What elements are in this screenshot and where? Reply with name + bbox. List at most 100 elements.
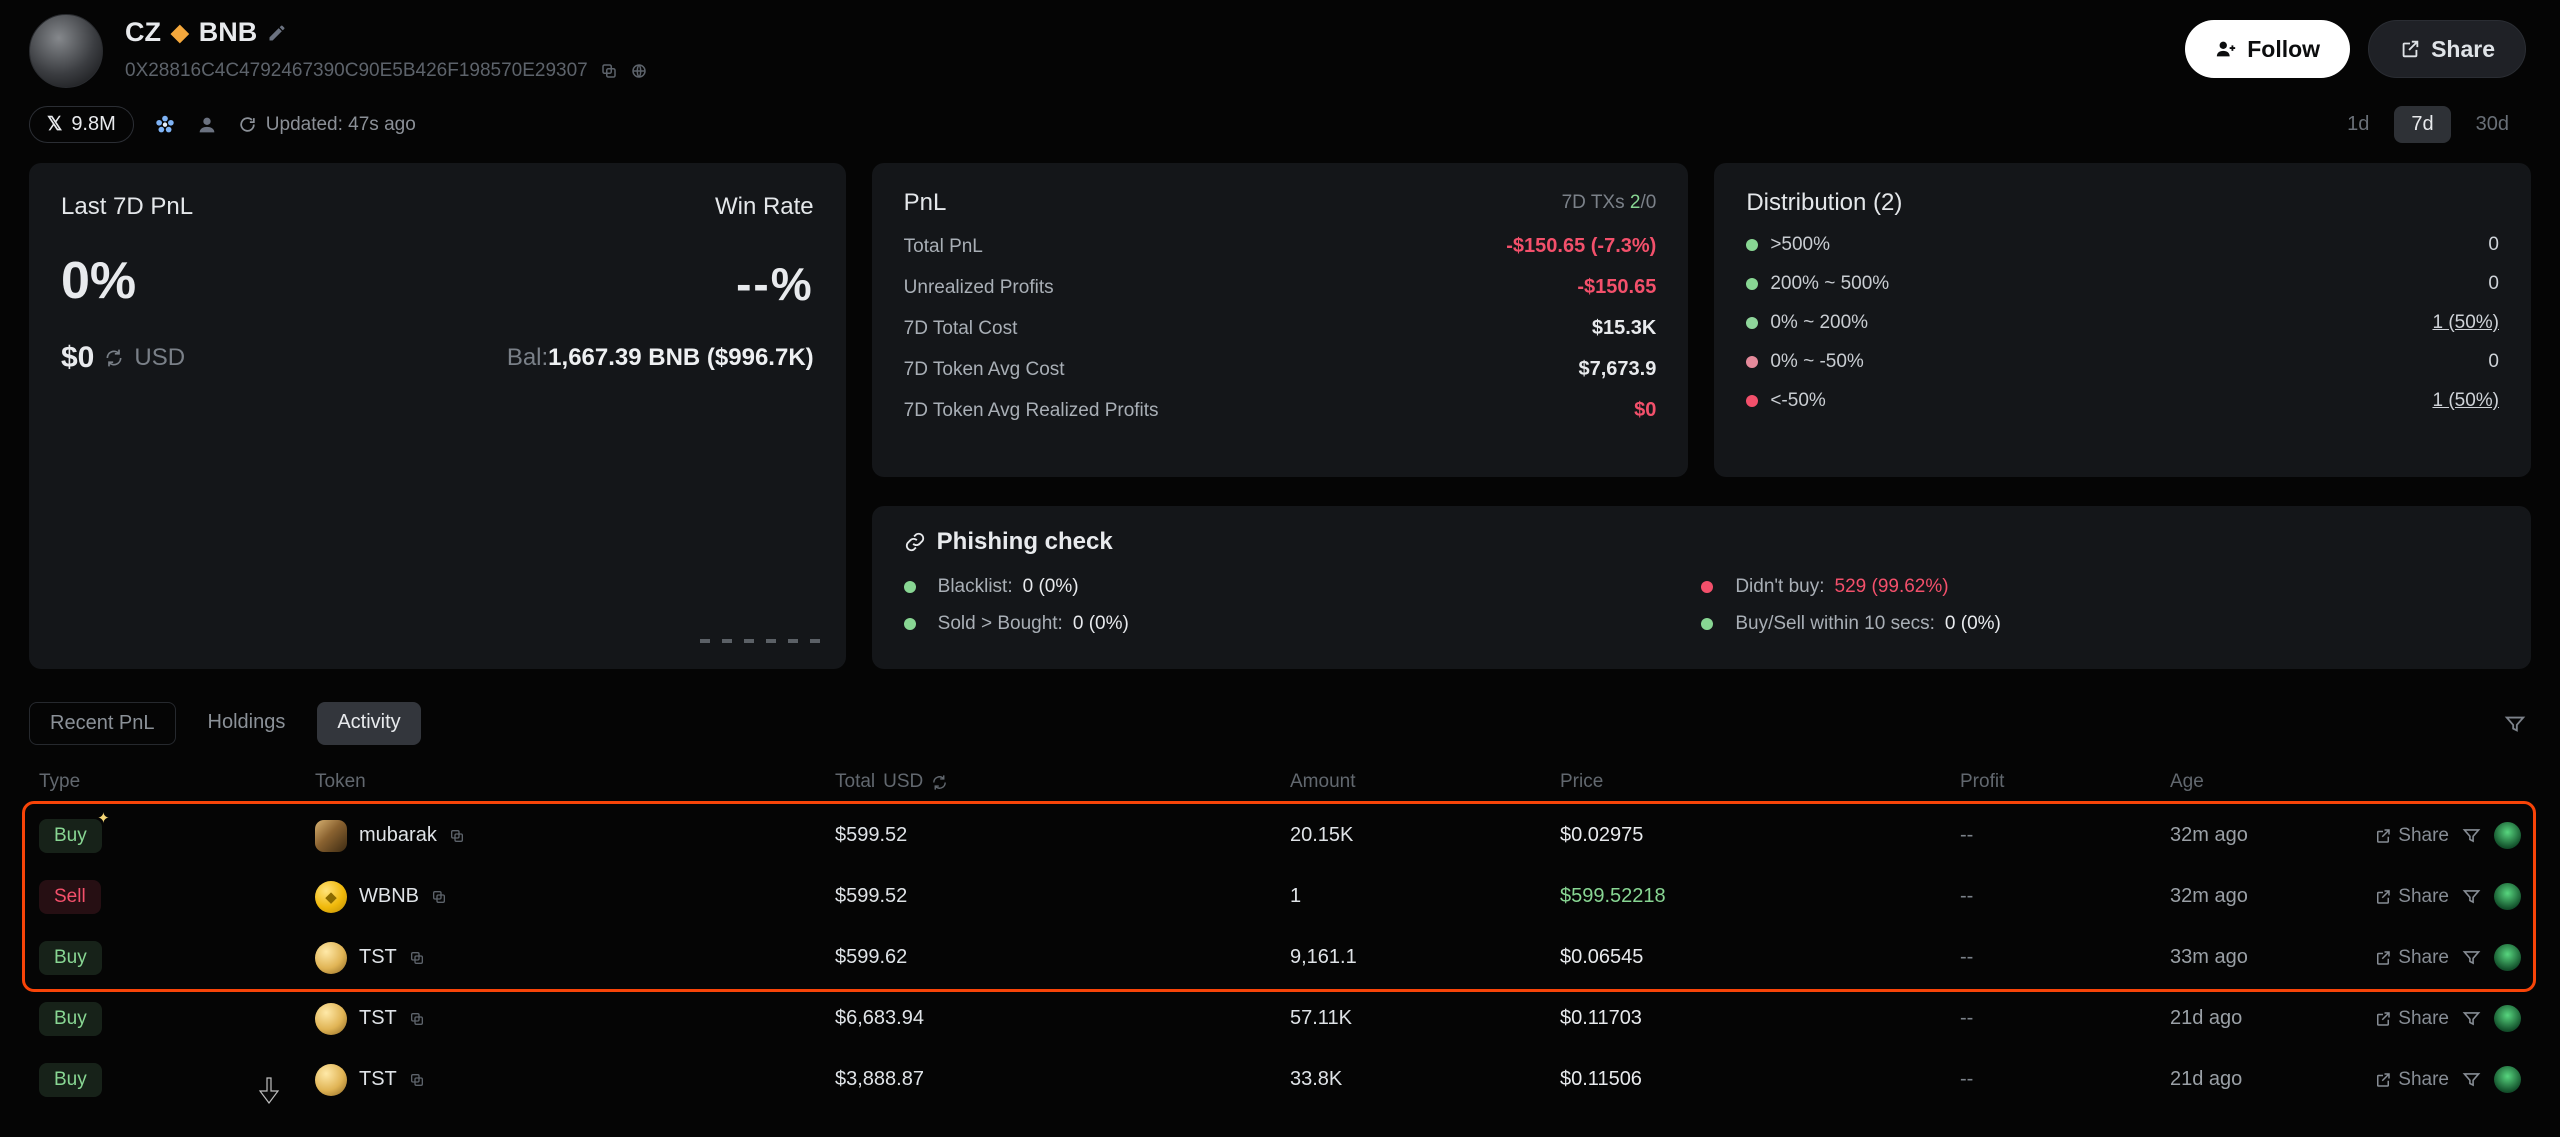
range-count-link[interactable]: 1 (50%) bbox=[2432, 390, 2499, 411]
range-1d[interactable]: 1d bbox=[2347, 113, 2370, 135]
copy-token-icon[interactable] bbox=[409, 1011, 425, 1027]
row-filter-icon[interactable] bbox=[2462, 1009, 2481, 1028]
tab-recent-pnl[interactable]: Recent PnL bbox=[29, 702, 176, 745]
follow-button[interactable]: Follow bbox=[2185, 20, 2351, 78]
phishing-value: 0 (0%) bbox=[1072, 613, 1129, 634]
cell-amount: 33.8K bbox=[1290, 1068, 1343, 1090]
table-row[interactable]: Buy TST $3,888.87 33.8K $0.11506 -- 21d … bbox=[29, 1049, 2531, 1110]
cell-total: $599.62 bbox=[835, 946, 908, 968]
table-row[interactable]: Buy TST $599.62 9,161.1 $0.06545 -- 33m … bbox=[29, 927, 2531, 988]
phishing-grid: Blacklist: 0 (0%) Didn't buy: 529 (99.62… bbox=[903, 576, 2499, 635]
diamond-badge-icon: ◆ bbox=[171, 19, 189, 45]
token-name: TST bbox=[359, 1068, 397, 1090]
tab-activity[interactable]: Activity bbox=[317, 702, 421, 745]
cell-price: $0.11703 bbox=[1560, 1007, 1642, 1029]
pnl-row-label: Unrealized Profits bbox=[903, 276, 1054, 298]
cell-price: $0.02975 bbox=[1560, 824, 1644, 846]
token-cell[interactable]: TST bbox=[315, 1063, 835, 1096]
row-share-button[interactable]: Share bbox=[2374, 947, 2449, 969]
buy-badge: Buy bbox=[39, 940, 102, 975]
row-share-button[interactable]: Share bbox=[2374, 1008, 2449, 1030]
status-dot bbox=[1701, 581, 1714, 593]
tab-holdings[interactable]: Holdings bbox=[207, 711, 286, 733]
token-cell[interactable]: TST bbox=[315, 941, 835, 974]
usd-group: $0 USD bbox=[61, 341, 185, 375]
currency-switch-icon[interactable] bbox=[931, 774, 948, 791]
pnl-row: Unrealized Profits -$150.65 bbox=[904, 276, 1657, 299]
table-row[interactable]: Sell ◆ WBNB $599.52 1 $599.52218 -- 32m … bbox=[29, 866, 2531, 927]
col-total: Total USD bbox=[835, 771, 1290, 793]
cell-actions: Share bbox=[2370, 883, 2521, 910]
pnl-row: 7D Token Avg Realized Profits $0 bbox=[904, 399, 1657, 422]
usd-value: $0 bbox=[61, 341, 95, 374]
row-share-button[interactable]: Share bbox=[2374, 1069, 2449, 1091]
row-filter-icon[interactable] bbox=[2462, 1070, 2481, 1089]
copy-token-icon[interactable] bbox=[431, 889, 447, 905]
x-logo-icon: 𝕏 bbox=[47, 114, 63, 135]
range-count-link[interactable]: 1 (50%) bbox=[2432, 312, 2499, 333]
row-share-button[interactable]: Share bbox=[2374, 825, 2449, 847]
col-type: Type bbox=[39, 771, 81, 792]
phishing-value: 0 (0%) bbox=[1944, 613, 2001, 634]
range-count: 0 bbox=[2488, 273, 2499, 294]
refresh-icon[interactable] bbox=[238, 115, 257, 134]
cell-profit: -- bbox=[1960, 946, 1974, 968]
row-filter-icon[interactable] bbox=[2462, 948, 2481, 967]
edit-pencil-icon[interactable] bbox=[267, 23, 287, 43]
pnl-row-label: 7D Token Avg Realized Profits bbox=[903, 399, 1159, 421]
status-dot bbox=[903, 618, 916, 630]
row-filter-icon[interactable] bbox=[2462, 887, 2481, 906]
phishing-label: Sold > Bought: bbox=[937, 613, 1063, 634]
pnl-detail-panel: PnL 7D TXs 2/0 Total PnL -$150.65 (-7.3%… bbox=[871, 163, 1689, 477]
cell-amount: 1 bbox=[1290, 885, 1302, 907]
cell-actions: Share bbox=[2370, 944, 2521, 971]
mini-logo-icon[interactable] bbox=[2494, 1066, 2521, 1093]
pnl-detail-title: PnL bbox=[903, 189, 947, 216]
phishing-value: 0 (0%) bbox=[1022, 576, 1079, 597]
token-icon: ◆ bbox=[315, 880, 347, 913]
tabs-row: Recent PnL Holdings Activity bbox=[29, 702, 2526, 745]
currency-switch-icon[interactable] bbox=[104, 348, 124, 368]
flower-icon[interactable] bbox=[154, 114, 176, 136]
share-external-icon bbox=[2399, 38, 2421, 60]
row-share-button[interactable]: Share bbox=[2374, 886, 2449, 908]
explorer-icon[interactable] bbox=[630, 62, 648, 80]
cell-age: 32m ago bbox=[2170, 885, 2248, 907]
mini-logo-icon[interactable] bbox=[2494, 822, 2521, 849]
follow-label: Follow bbox=[2247, 35, 2321, 62]
pnl-row: 7D Total Cost $15.3K bbox=[904, 317, 1657, 340]
row-filter-icon[interactable] bbox=[2462, 826, 2481, 845]
token-cell[interactable]: ◆ WBNB bbox=[315, 880, 835, 913]
txs-label: 7D TXs bbox=[1561, 192, 1625, 213]
range-30d[interactable]: 30d bbox=[2475, 113, 2509, 135]
distribution-panel: Distribution (2) >500% 0 200% ~ 500% 0 0… bbox=[1714, 163, 2531, 477]
distribution-bar-win bbox=[1746, 434, 2122, 442]
share-button[interactable]: Share bbox=[2368, 20, 2526, 78]
copy-token-icon[interactable] bbox=[409, 1072, 425, 1088]
twitter-badge[interactable]: 𝕏 9.8M bbox=[29, 106, 134, 143]
copy-token-icon[interactable] bbox=[449, 828, 465, 844]
distribution-head: Distribution (2) bbox=[1746, 189, 2499, 217]
cell-profit: -- bbox=[1960, 824, 1974, 846]
table-filter-icon[interactable] bbox=[2504, 713, 2526, 735]
pnl-row: 7D Token Avg Cost $7,673.9 bbox=[904, 358, 1657, 381]
token-icon bbox=[315, 819, 347, 852]
cell-age: 33m ago bbox=[2170, 946, 2248, 968]
phishing-check-panel: Phishing check Blacklist: 0 (0%) Didn't … bbox=[871, 506, 2531, 669]
cell-actions: Share bbox=[2370, 1005, 2521, 1032]
person-icon[interactable] bbox=[196, 114, 218, 136]
mini-logo-icon[interactable] bbox=[2494, 944, 2521, 971]
copy-address-icon[interactable] bbox=[600, 62, 618, 80]
copy-token-icon[interactable] bbox=[409, 950, 425, 966]
range-7d[interactable]: 7d bbox=[2394, 106, 2451, 143]
table-row[interactable]: ✦ Buy mubarak $599.52 20.15K $0.02975 -- … bbox=[29, 805, 2531, 866]
token-cell[interactable]: mubarak bbox=[315, 819, 835, 852]
token-cell[interactable]: TST bbox=[315, 1002, 835, 1035]
mini-logo-icon[interactable] bbox=[2494, 883, 2521, 910]
mini-logo-icon[interactable] bbox=[2494, 1005, 2521, 1032]
token-name: TST bbox=[359, 946, 397, 968]
table-row[interactable]: Buy TST $6,683.94 57.11K $0.11703 -- 21d… bbox=[29, 988, 2531, 1049]
pnl-row-value: $0 bbox=[1634, 399, 1657, 421]
cell-price: $0.06545 bbox=[1560, 946, 1644, 968]
